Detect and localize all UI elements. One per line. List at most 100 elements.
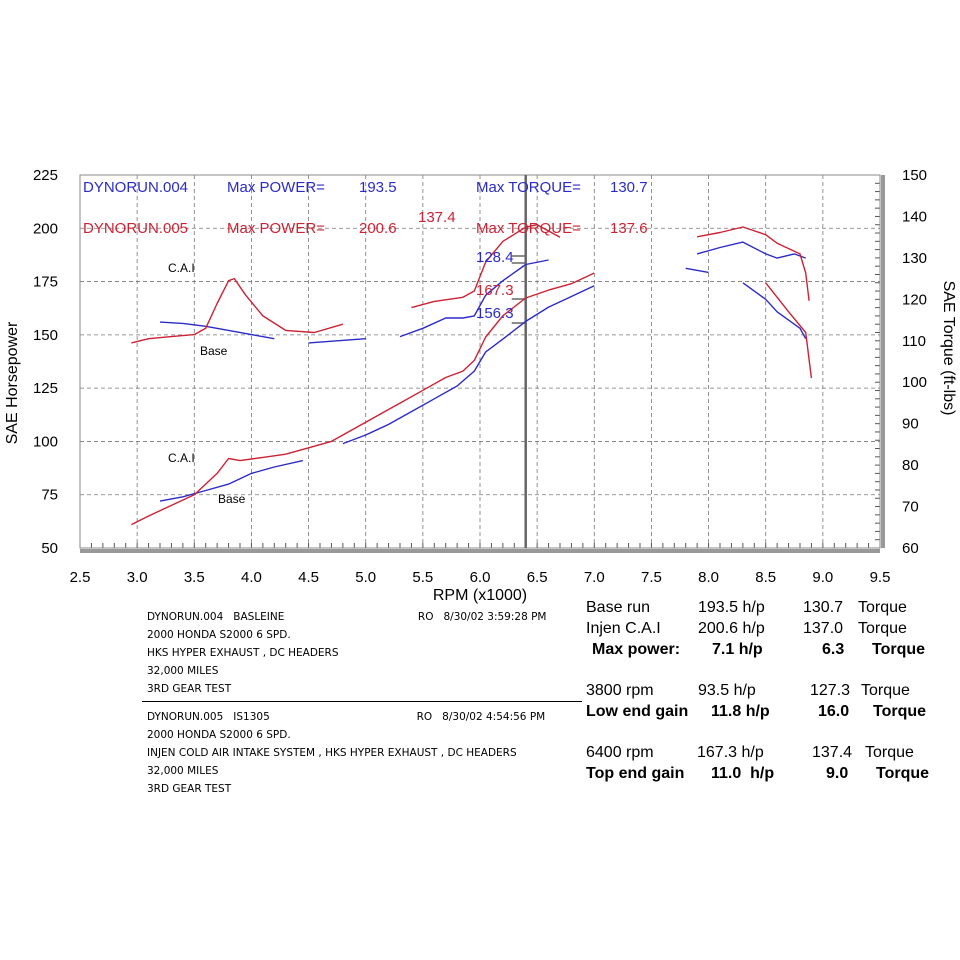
summary-unit: Torque [876, 765, 930, 782]
annotation-base_lower: Base [218, 492, 246, 506]
plot-frame [79, 174, 885, 553]
divider [142, 701, 582, 702]
legend-power-label: Max POWER= [227, 220, 325, 237]
summary-label: Top end gain [586, 765, 685, 782]
y-tick-label: 50 [41, 540, 58, 557]
y2-tick-label: 80 [902, 457, 919, 474]
run2-line5: 3RD GEAR TEST [147, 783, 232, 795]
x-tick-label: 5.0 [355, 569, 376, 586]
labels: 2.5 3.0 3.5 4.0 4.5 5.0 5.5 6.0 6.5 7.0 7.5 8.0 8.5 9… [4, 167, 957, 604]
curve-line [765, 282, 813, 379]
x-tick-label: 7.0 [584, 569, 605, 586]
y2-tick-label: 130 [902, 250, 927, 267]
y2-tick-label: 90 [902, 416, 919, 433]
legend-run: DYNORUN.005 [83, 220, 188, 237]
summary-torque: 127.3 [810, 682, 851, 699]
curve-line [131, 272, 595, 526]
legend-torque-value: 137.6 [610, 220, 648, 237]
y2-tick-label: 140 [902, 208, 927, 225]
summary-label: Max power: [592, 641, 681, 658]
summary-label: 3800 rpm [586, 682, 654, 699]
summary-torque: 137.4 [812, 744, 853, 761]
x-tick-label: 3.5 [184, 569, 205, 586]
y-tick-label: 200 [33, 220, 58, 237]
legend-power-value: 193.5 [359, 179, 397, 196]
y-tick-label: 75 [41, 487, 58, 504]
summary-label: 6400 rpm [586, 744, 654, 761]
summary-power: 193.5 h/p [698, 599, 765, 616]
summary-torque: 9.0 [826, 765, 849, 782]
cursor-value: 137.4 [418, 209, 456, 226]
summary-label: Base run [586, 599, 651, 616]
summary-unit: Torque [872, 641, 926, 658]
summary-torque: 16.0 [818, 703, 850, 720]
summary-power: 7.1 h/p [712, 641, 763, 658]
y2-tick-label: 60 [902, 540, 919, 557]
summary-unit: Torque [865, 744, 914, 761]
x-tick-label: 4.0 [241, 569, 262, 586]
legend-torque-label: Max TORQUE= [476, 220, 581, 237]
legend-torque-value: 130.7 [610, 179, 648, 196]
summary-label: Injen C.A.I [586, 620, 661, 637]
x-tick-label: 9.0 [812, 569, 833, 586]
run1-line2: 2000 HONDA S2000 6 SPD. [147, 629, 291, 641]
summary-unit: Torque [858, 599, 907, 616]
x-tick-label: 6.0 [470, 569, 491, 586]
run2-info: DYNORUN.005 IS1305 RO 8/30/02 4:54:56 PM… [147, 708, 545, 798]
curve-line [131, 277, 344, 344]
summary-power: 93.5 h/p [698, 682, 756, 699]
y2-tick-label: 70 [902, 499, 919, 516]
y-axis-title: SAE Horsepower [4, 321, 21, 444]
curve-line [742, 282, 807, 340]
x-tick-label: 5.5 [412, 569, 433, 586]
curve-line [159, 459, 304, 502]
x-tick-label: 7.5 [641, 569, 662, 586]
y-tick-label: 125 [33, 380, 58, 397]
x-tick-label: 2.5 [70, 569, 91, 586]
x-tick-label: 4.5 [298, 569, 319, 586]
x-tick-label: 6.5 [527, 569, 548, 586]
run2-line3: INJEN COLD AIR INTAKE SYSTEM , HKS HYPER… [147, 747, 517, 759]
y2-tick-label: 100 [902, 374, 927, 391]
run1-line3: HKS HYPER EXHAUST , DC HEADERS [147, 647, 339, 659]
y2-tick-label: 120 [902, 291, 927, 308]
cursor-value: 167.3 [476, 282, 514, 299]
curve-line [696, 241, 806, 259]
curve-line [308, 338, 366, 344]
summary-power: 11.0 h/p [711, 765, 775, 782]
summary-power: 11.8 h/p [711, 703, 770, 720]
y-tick-label: 100 [33, 433, 58, 450]
summary-unit: Torque [858, 620, 907, 637]
summary-torque: 6.3 [822, 641, 845, 658]
curve-line [399, 259, 549, 338]
summary-power: 200.6 h/p [698, 620, 765, 637]
cursor-value: 156.3 [476, 305, 514, 322]
run1-line1: DYNORUN.004 BASLEINE RO 8/30/02 3:59:28 … [147, 611, 547, 623]
y2-tick-label: 110 [902, 333, 926, 350]
summary-unit: Torque [873, 703, 927, 720]
annotation-base_upper: Base [200, 344, 228, 358]
summary-unit: Torque [861, 682, 910, 699]
legend-power-label: Max POWER= [227, 179, 325, 196]
annotation-cai_upper: C.A.I [168, 261, 195, 275]
run1-info: DYNORUN.004 BASLEINE RO 8/30/02 3:59:28 … [147, 608, 547, 698]
curve-line [685, 267, 709, 274]
run2-line1: DYNORUN.005 IS1305 RO 8/30/02 4:54:56 PM [147, 711, 546, 723]
run2-line2: 2000 HONDA S2000 6 SPD. [147, 729, 291, 741]
y-tick-label: 150 [33, 327, 58, 344]
x-tick-label: 8.5 [755, 569, 776, 586]
summary-power: 167.3 h/p [697, 744, 764, 761]
curve-line [696, 226, 810, 301]
curve-line [342, 285, 595, 445]
legend-torque-label: Max TORQUE= [476, 179, 581, 196]
summary-torque: 130.7 [803, 599, 844, 616]
annotation-cai_lower: C.A.I [168, 451, 195, 465]
legend-run: DYNORUN.004 [83, 179, 188, 196]
run1-line5: 3RD GEAR TEST [147, 683, 232, 695]
x-tick-label: 8.0 [698, 569, 719, 586]
curve-line [159, 321, 275, 340]
x-axis-title: RPM (x1000) [433, 587, 527, 604]
y2-axis-title: SAE Torque (ft-lbs) [940, 281, 957, 416]
legend-power-value: 200.6 [359, 220, 397, 237]
y2-tick-label: 150 [902, 167, 927, 184]
